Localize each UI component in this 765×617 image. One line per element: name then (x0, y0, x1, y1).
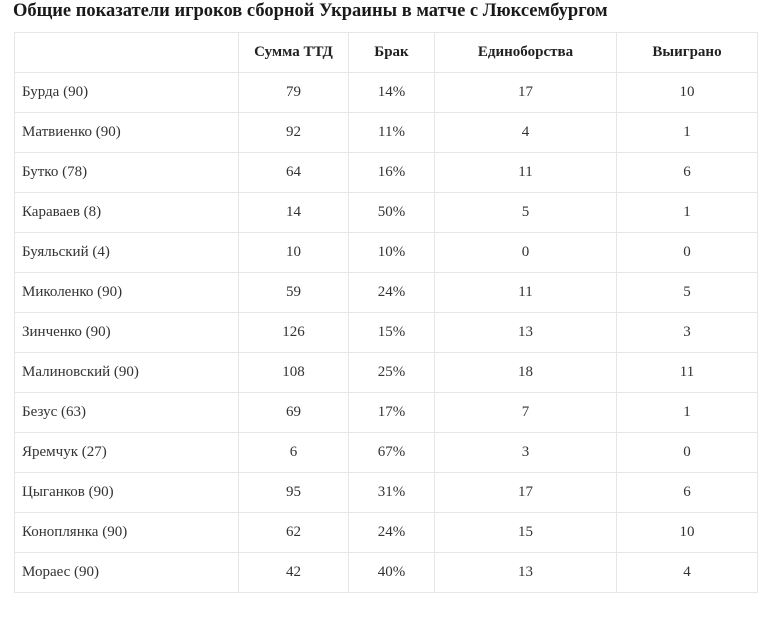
won-cell: 6 (616, 152, 758, 193)
error-rate-cell: 31% (348, 472, 435, 513)
error-rate-cell: 67% (348, 432, 435, 473)
player-name-cell: Коноплянка (90) (14, 512, 239, 553)
error-rate-cell: 15% (348, 312, 435, 353)
table-header: Сумма ТТД Брак Единоборства Выиграно (14, 32, 758, 73)
header-errors: Брак (348, 32, 435, 73)
ttd-sum-cell: 10 (238, 232, 349, 273)
ttd-sum-cell: 14 (238, 192, 349, 233)
won-cell: 11 (616, 352, 758, 393)
player-name-cell: Миколенко (90) (14, 272, 239, 313)
table-row: Безус (63) 69 17% 7 1 (14, 392, 758, 433)
header-won: Выиграно (616, 32, 758, 73)
error-rate-cell: 50% (348, 192, 435, 233)
duels-cell: 0 (434, 232, 617, 273)
error-rate-cell: 16% (348, 152, 435, 193)
table-row: Мораес (90) 42 40% 13 4 (14, 552, 758, 593)
duels-cell: 13 (434, 312, 617, 353)
player-name-cell: Матвиенко (90) (14, 112, 239, 153)
duels-cell: 15 (434, 512, 617, 553)
error-rate-cell: 10% (348, 232, 435, 273)
won-cell: 5 (616, 272, 758, 313)
duels-cell: 18 (434, 352, 617, 393)
error-rate-cell: 11% (348, 112, 435, 153)
ttd-sum-cell: 6 (238, 432, 349, 473)
error-rate-cell: 40% (348, 552, 435, 593)
error-rate-cell: 14% (348, 72, 435, 113)
won-cell: 1 (616, 192, 758, 233)
player-name-cell: Зинченко (90) (14, 312, 239, 353)
player-name-cell: Караваев (8) (14, 192, 239, 233)
ttd-sum-cell: 59 (238, 272, 349, 313)
won-cell: 6 (616, 472, 758, 513)
table-row: Караваев (8) 14 50% 5 1 (14, 192, 758, 233)
table-row: Зинченко (90) 126 15% 13 3 (14, 312, 758, 353)
won-cell: 4 (616, 552, 758, 593)
table-row: Буяльский (4) 10 10% 0 0 (14, 232, 758, 273)
duels-cell: 5 (434, 192, 617, 233)
duels-cell: 4 (434, 112, 617, 153)
error-rate-cell: 24% (348, 512, 435, 553)
header-ttd-sum: Сумма ТТД (238, 32, 349, 73)
ttd-sum-cell: 95 (238, 472, 349, 513)
duels-cell: 17 (434, 472, 617, 513)
header-player (14, 32, 239, 73)
player-name-cell: Малиновский (90) (14, 352, 239, 393)
won-cell: 3 (616, 312, 758, 353)
error-rate-cell: 17% (348, 392, 435, 433)
ttd-sum-cell: 108 (238, 352, 349, 393)
won-cell: 1 (616, 112, 758, 153)
ttd-sum-cell: 64 (238, 152, 349, 193)
player-name-cell: Бутко (78) (14, 152, 239, 193)
won-cell: 10 (616, 512, 758, 553)
table-row: Матвиенко (90) 92 11% 4 1 (14, 112, 758, 153)
header-row: Сумма ТТД Брак Единоборства Выиграно (14, 32, 758, 73)
table-row: Миколенко (90) 59 24% 11 5 (14, 272, 758, 313)
won-cell: 10 (616, 72, 758, 113)
player-name-cell: Цыганков (90) (14, 472, 239, 513)
player-stats-table: Сумма ТТД Брак Единоборства Выиграно Бур… (14, 32, 758, 593)
won-cell: 1 (616, 392, 758, 433)
error-rate-cell: 25% (348, 352, 435, 393)
table-row: Цыганков (90) 95 31% 17 6 (14, 472, 758, 513)
player-name-cell: Безус (63) (14, 392, 239, 433)
table-row: Коноплянка (90) 62 24% 15 10 (14, 512, 758, 553)
won-cell: 0 (616, 432, 758, 473)
player-name-cell: Буяльский (4) (14, 232, 239, 273)
won-cell: 0 (616, 232, 758, 273)
error-rate-cell: 24% (348, 272, 435, 313)
duels-cell: 11 (434, 152, 617, 193)
table-row: Малиновский (90) 108 25% 18 11 (14, 352, 758, 393)
ttd-sum-cell: 62 (238, 512, 349, 553)
duels-cell: 13 (434, 552, 617, 593)
player-name-cell: Яремчук (27) (14, 432, 239, 473)
duels-cell: 17 (434, 72, 617, 113)
header-duels: Единоборства (434, 32, 617, 73)
table-row: Яремчук (27) 6 67% 3 0 (14, 432, 758, 473)
duels-cell: 11 (434, 272, 617, 313)
duels-cell: 3 (434, 432, 617, 473)
duels-cell: 7 (434, 392, 617, 433)
ttd-sum-cell: 126 (238, 312, 349, 353)
player-name-cell: Мораес (90) (14, 552, 239, 593)
table-row: Бутко (78) 64 16% 11 6 (14, 152, 758, 193)
ttd-sum-cell: 69 (238, 392, 349, 433)
table-title: Общие показатели игроков сборной Украины… (13, 1, 608, 21)
table-body: Бурда (90) 79 14% 17 10 Матвиенко (90) 92 11% 4 1… (14, 72, 758, 593)
ttd-sum-cell: 42 (238, 552, 349, 593)
ttd-sum-cell: 79 (238, 72, 349, 113)
table-row: Бурда (90) 79 14% 17 10 (14, 72, 758, 113)
ttd-sum-cell: 92 (238, 112, 349, 153)
player-name-cell: Бурда (90) (14, 72, 239, 113)
